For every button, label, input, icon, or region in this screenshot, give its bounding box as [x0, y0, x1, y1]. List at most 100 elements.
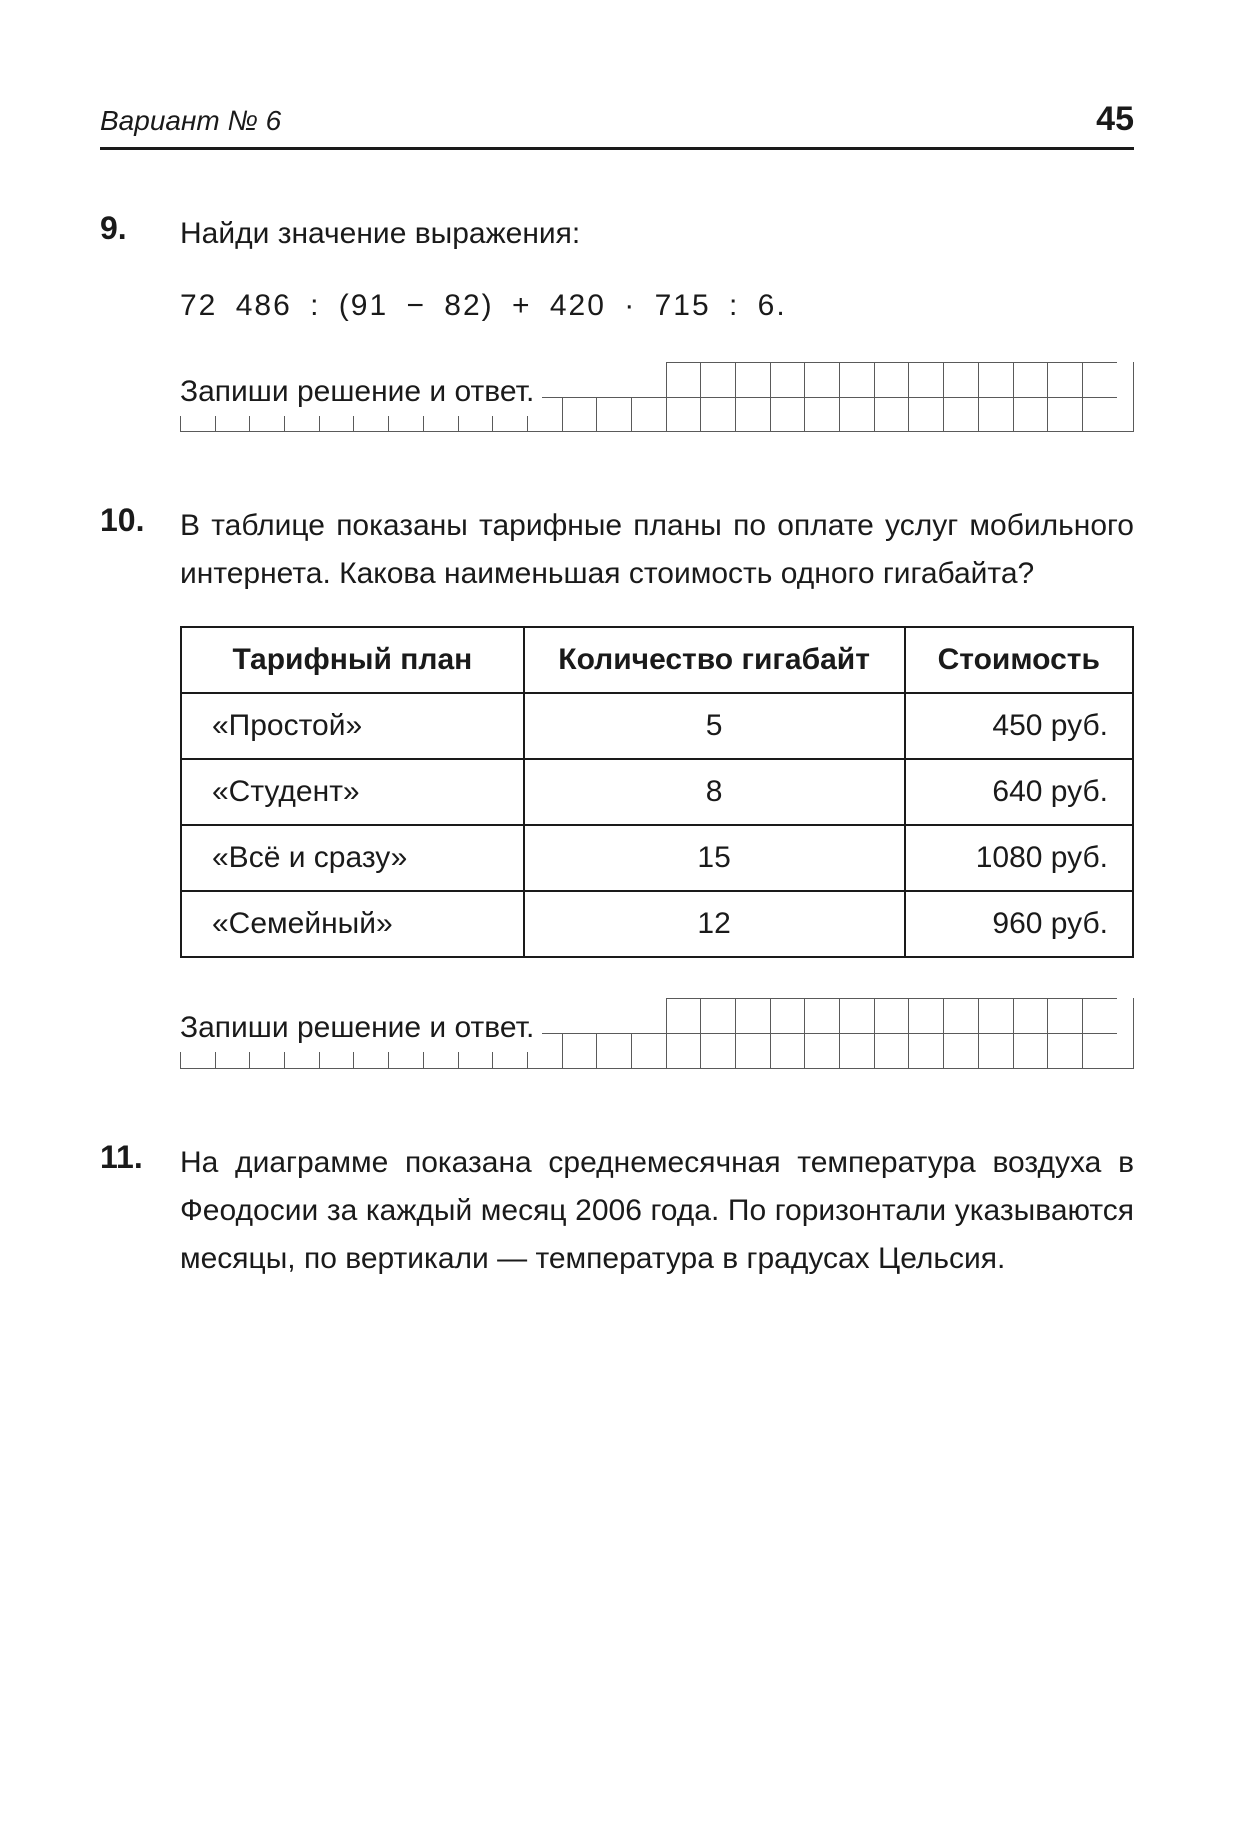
grid-cell	[735, 397, 770, 432]
problems-container: 9.Найди значение выражения: 72 486 : (91 …	[100, 210, 1134, 1301]
page-number: 45	[1096, 100, 1134, 139]
grid-cell	[735, 998, 770, 1033]
cell-cost: 640 руб.	[905, 759, 1133, 825]
grid-cell	[978, 397, 1013, 432]
grid-cell	[1013, 998, 1048, 1033]
grid-cell	[804, 397, 839, 432]
grid-cell	[804, 1033, 839, 1068]
grid-cell	[1013, 1033, 1048, 1068]
grid-cell	[908, 1033, 943, 1068]
grid-cell	[839, 362, 874, 397]
grid-cell	[770, 397, 805, 432]
problem: 11.На диаграмме показана среднемесячная …	[100, 1139, 1134, 1301]
expression: 72 486 : (91 − 82) + 420 · 715 : 6.	[180, 282, 1134, 330]
cell-cost: 450 руб.	[905, 693, 1133, 759]
grid-cell	[596, 397, 631, 432]
grid-cell	[562, 1033, 597, 1068]
problem-number: 11.	[100, 1139, 180, 1301]
table-header-cell: Тарифный план	[181, 627, 524, 693]
grid-cell	[1082, 362, 1117, 397]
page-header: Вариант № 6 45	[100, 100, 1134, 150]
table-header-cell: Количество гигабайт	[524, 627, 905, 693]
problem-number: 9.	[100, 210, 180, 432]
grid-cell	[631, 998, 666, 1033]
grid-cell	[943, 1033, 978, 1068]
grid-cell	[943, 998, 978, 1033]
answer-grid-block: Запиши решение и ответ.	[180, 362, 1134, 432]
tariff-table: Тарифный планКоличество гигабайтСтоимост…	[180, 626, 1134, 958]
grid-cell	[839, 397, 874, 432]
grid-cell	[839, 1033, 874, 1068]
problem-body: На диаграмме показана среднемесячная тем…	[180, 1139, 1134, 1301]
grid-cell	[908, 362, 943, 397]
problem: 10.В таблице показаны тарифные планы по …	[100, 502, 1134, 1068]
cell-gigabytes: 12	[524, 891, 905, 957]
grid-cell	[700, 362, 735, 397]
grid-cell	[804, 362, 839, 397]
grid-cell	[804, 998, 839, 1033]
grid-cell	[666, 1033, 701, 1068]
cell-cost: 960 руб.	[905, 891, 1133, 957]
grid-cell	[839, 998, 874, 1033]
problem-prompt: На диаграмме показана среднемесячная тем…	[180, 1139, 1134, 1283]
grid-cell	[908, 397, 943, 432]
grid-cell	[943, 397, 978, 432]
grid-cell	[631, 362, 666, 397]
grid-cell	[1047, 998, 1082, 1033]
problem: 9.Найди значение выражения: 72 486 : (91 …	[100, 210, 1134, 432]
cell-gigabytes: 8	[524, 759, 905, 825]
grid-cell	[770, 1033, 805, 1068]
table-row: «Всё и сразу»151080 руб.	[181, 825, 1133, 891]
problem-prompt: Найди значение выражения:	[180, 210, 1134, 258]
cell-cost: 1080 руб.	[905, 825, 1133, 891]
answer-grid-block: Запиши решение и ответ.	[180, 998, 1134, 1068]
grid-cell	[700, 1033, 735, 1068]
grid-cell	[874, 397, 909, 432]
grid-cell	[1013, 362, 1048, 397]
grid-cell	[666, 998, 701, 1033]
grid-cell	[1082, 397, 1117, 432]
cell-plan-name: «Студент»	[181, 759, 524, 825]
grid-cell	[596, 362, 631, 397]
grid-cell	[562, 362, 597, 397]
grid-cell	[700, 397, 735, 432]
grid-cell	[978, 998, 1013, 1033]
table-row: «Студент»8640 руб.	[181, 759, 1133, 825]
grid-cell	[596, 998, 631, 1033]
grid-cell	[562, 998, 597, 1033]
grid-cell	[1013, 397, 1048, 432]
grid-cell	[978, 362, 1013, 397]
grid-cell	[874, 1033, 909, 1068]
grid-cell	[735, 1033, 770, 1068]
answer-label: Запиши решение и ответ.	[180, 368, 542, 416]
table-header-row: Тарифный планКоличество гигабайтСтоимост…	[181, 627, 1133, 693]
cell-plan-name: «Семейный»	[181, 891, 524, 957]
cell-plan-name: «Всё и сразу»	[181, 825, 524, 891]
problem-body: В таблице показаны тарифные планы по опл…	[180, 502, 1134, 1068]
table-row: «Семейный»12960 руб.	[181, 891, 1133, 957]
grid-cell	[631, 1033, 666, 1068]
grid-cell	[874, 998, 909, 1033]
grid-cell	[978, 1033, 1013, 1068]
grid-cell	[770, 998, 805, 1033]
answer-label: Запиши решение и ответ.	[180, 1004, 542, 1052]
table-row: «Простой»5450 руб.	[181, 693, 1133, 759]
problem-number: 10.	[100, 502, 180, 1068]
grid-cell	[631, 397, 666, 432]
grid-cell	[1082, 1033, 1117, 1068]
grid-cell	[770, 362, 805, 397]
problem-prompt: В таблице показаны тарифные планы по опл…	[180, 502, 1134, 598]
grid-cell	[700, 998, 735, 1033]
grid-cell	[596, 1033, 631, 1068]
cell-plan-name: «Простой»	[181, 693, 524, 759]
cell-gigabytes: 15	[524, 825, 905, 891]
variant-label: Вариант № 6	[100, 105, 281, 137]
grid-cell	[874, 362, 909, 397]
grid-cell	[1047, 362, 1082, 397]
table-header-cell: Стоимость	[905, 627, 1133, 693]
grid-cell	[666, 362, 701, 397]
cell-gigabytes: 5	[524, 693, 905, 759]
grid-cell	[666, 397, 701, 432]
grid-cell	[1082, 998, 1117, 1033]
grid-cell	[943, 362, 978, 397]
